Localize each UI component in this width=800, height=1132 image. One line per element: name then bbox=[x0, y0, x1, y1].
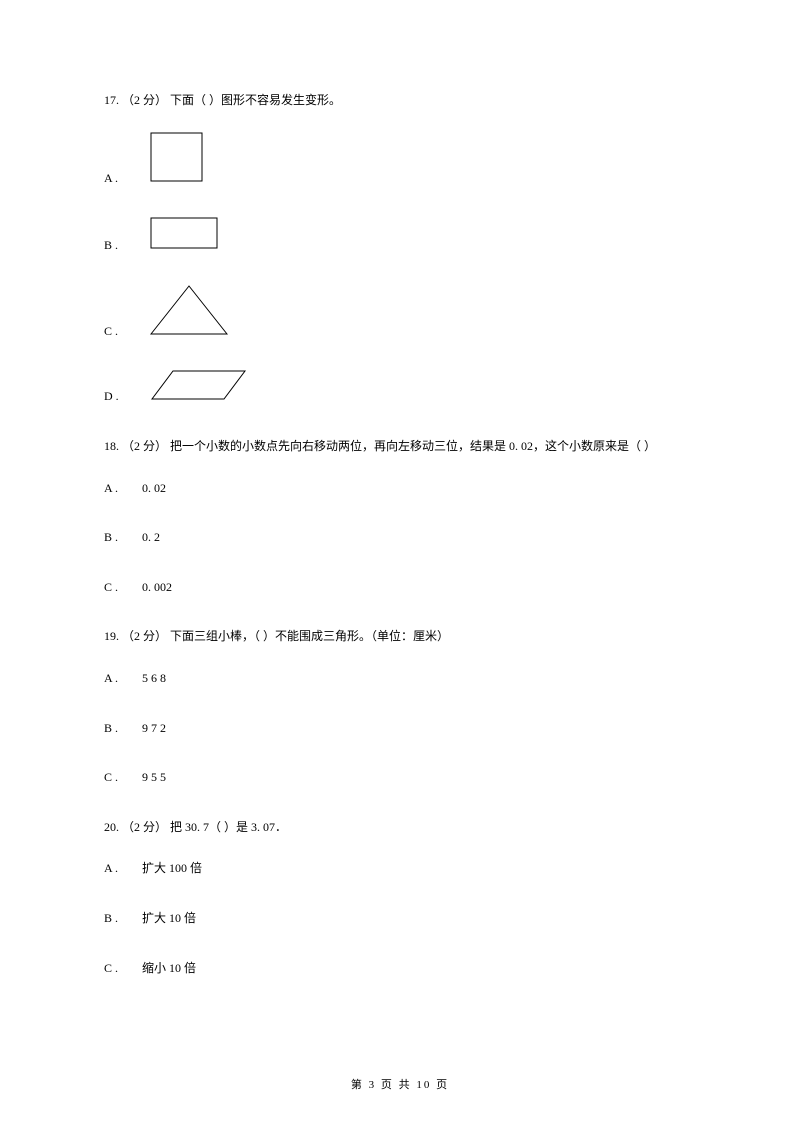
question-17-text: 17. （2 分） 下面（ ）图形不容易发生变形。 bbox=[80, 90, 720, 112]
q17-option-d-label: D . bbox=[80, 386, 119, 408]
q20-text: 把 30. 7（ ）是 3. 07． bbox=[170, 820, 287, 834]
q18-option-b-label: B . bbox=[80, 527, 118, 549]
rectangle-icon bbox=[150, 217, 218, 249]
question-19: 19. （2 分） 下面三组小棒，（ ）不能围成三角形。（单位：厘米） A . … bbox=[80, 626, 720, 788]
page-number: 第 3 页 共 10 页 bbox=[351, 1079, 449, 1091]
question-18-text: 18. （2 分） 把一个小数的小数点先向右移动两位，再向左移动三位，结果是 0… bbox=[80, 436, 720, 458]
q18-option-a: A . 0. 02 bbox=[80, 478, 720, 500]
question-17: 17. （2 分） 下面（ ）图形不容易发生变形。 A . B . C . bbox=[80, 90, 720, 408]
question-19-text: 19. （2 分） 下面三组小棒，（ ）不能围成三角形。（单位：厘米） bbox=[80, 626, 720, 648]
q20-option-a-value: 扩大 100 倍 bbox=[118, 858, 202, 880]
q17-text: 下面（ ）图形不容易发生变形。 bbox=[170, 93, 341, 107]
q19-option-a: A . 5 6 8 bbox=[80, 668, 720, 690]
q17-option-c-label: C . bbox=[80, 321, 118, 343]
q20-option-c-value: 缩小 10 倍 bbox=[118, 958, 196, 980]
question-20: 20. （2 分） 把 30. 7（ ）是 3. 07． A . 扩大 100 … bbox=[80, 817, 720, 979]
parallelogram-icon bbox=[151, 370, 246, 400]
q19-option-b-label: B . bbox=[80, 718, 118, 740]
q18-text: 把一个小数的小数点先向右移动两位，再向左移动三位，结果是 0. 02，这个小数原… bbox=[170, 439, 656, 453]
q18-points: （2 分） bbox=[122, 439, 167, 453]
q20-option-a: A . 扩大 100 倍 bbox=[80, 858, 720, 880]
q18-option-b-value: 0. 2 bbox=[118, 527, 160, 549]
q19-option-c-label: C . bbox=[80, 767, 118, 789]
q19-option-b: B . 9 7 2 bbox=[80, 718, 720, 740]
q18-option-c-label: C . bbox=[80, 577, 118, 599]
q19-points: （2 分） bbox=[122, 629, 167, 643]
q18-number: 18. bbox=[104, 439, 119, 453]
square-icon bbox=[150, 132, 203, 182]
q19-option-c: C . 9 5 5 bbox=[80, 767, 720, 789]
q17-points: （2 分） bbox=[122, 93, 167, 107]
q19-options: A . 5 6 8 B . 9 7 2 C . 9 5 5 bbox=[80, 668, 720, 789]
q17-option-d: D . bbox=[80, 370, 720, 408]
rectangle-shape bbox=[126, 217, 218, 257]
q17-option-a-label: A . bbox=[80, 168, 118, 190]
triangle-icon bbox=[150, 285, 228, 335]
q19-number: 19. bbox=[104, 629, 119, 643]
q20-option-b-label: B . bbox=[80, 908, 118, 930]
q20-option-b: B . 扩大 10 倍 bbox=[80, 908, 720, 930]
q18-option-c-value: 0. 002 bbox=[118, 577, 172, 599]
q19-option-a-value: 5 6 8 bbox=[118, 668, 166, 690]
q20-number: 20. bbox=[104, 820, 119, 834]
q19-option-a-label: A . bbox=[80, 668, 118, 690]
q17-number: 17. bbox=[104, 93, 119, 107]
q19-option-b-value: 9 7 2 bbox=[118, 718, 166, 740]
page-footer: 第 3 页 共 10 页 bbox=[0, 1076, 800, 1092]
q18-option-a-value: 0. 02 bbox=[118, 478, 166, 500]
q17-option-a: A . bbox=[80, 132, 720, 190]
q18-option-b: B . 0. 2 bbox=[80, 527, 720, 549]
q19-text: 下面三组小棒，（ ）不能围成三角形。（单位：厘米） bbox=[170, 629, 449, 643]
q20-option-c-label: C . bbox=[80, 958, 118, 980]
square-shape bbox=[126, 132, 203, 190]
q18-option-c: C . 0. 002 bbox=[80, 577, 720, 599]
parallelogram-shape bbox=[127, 370, 246, 408]
triangle-shape bbox=[126, 285, 228, 343]
question-20-text: 20. （2 分） 把 30. 7（ ）是 3. 07． bbox=[80, 817, 720, 839]
q20-options: A . 扩大 100 倍 B . 扩大 10 倍 C . 缩小 10 倍 bbox=[80, 858, 720, 979]
q18-option-a-label: A . bbox=[80, 478, 118, 500]
q17-option-b-label: B . bbox=[80, 235, 118, 257]
q19-option-c-value: 9 5 5 bbox=[118, 767, 166, 789]
q20-points: （2 分） bbox=[122, 820, 167, 834]
q20-option-c: C . 缩小 10 倍 bbox=[80, 958, 720, 980]
q17-option-c: C . bbox=[80, 285, 720, 343]
q17-option-b: B . bbox=[80, 217, 720, 257]
question-18: 18. （2 分） 把一个小数的小数点先向右移动两位，再向左移动三位，结果是 0… bbox=[80, 436, 720, 598]
q20-option-a-label: A . bbox=[80, 858, 118, 880]
q20-option-b-value: 扩大 10 倍 bbox=[118, 908, 196, 930]
q18-options: A . 0. 02 B . 0. 2 C . 0. 002 bbox=[80, 478, 720, 599]
